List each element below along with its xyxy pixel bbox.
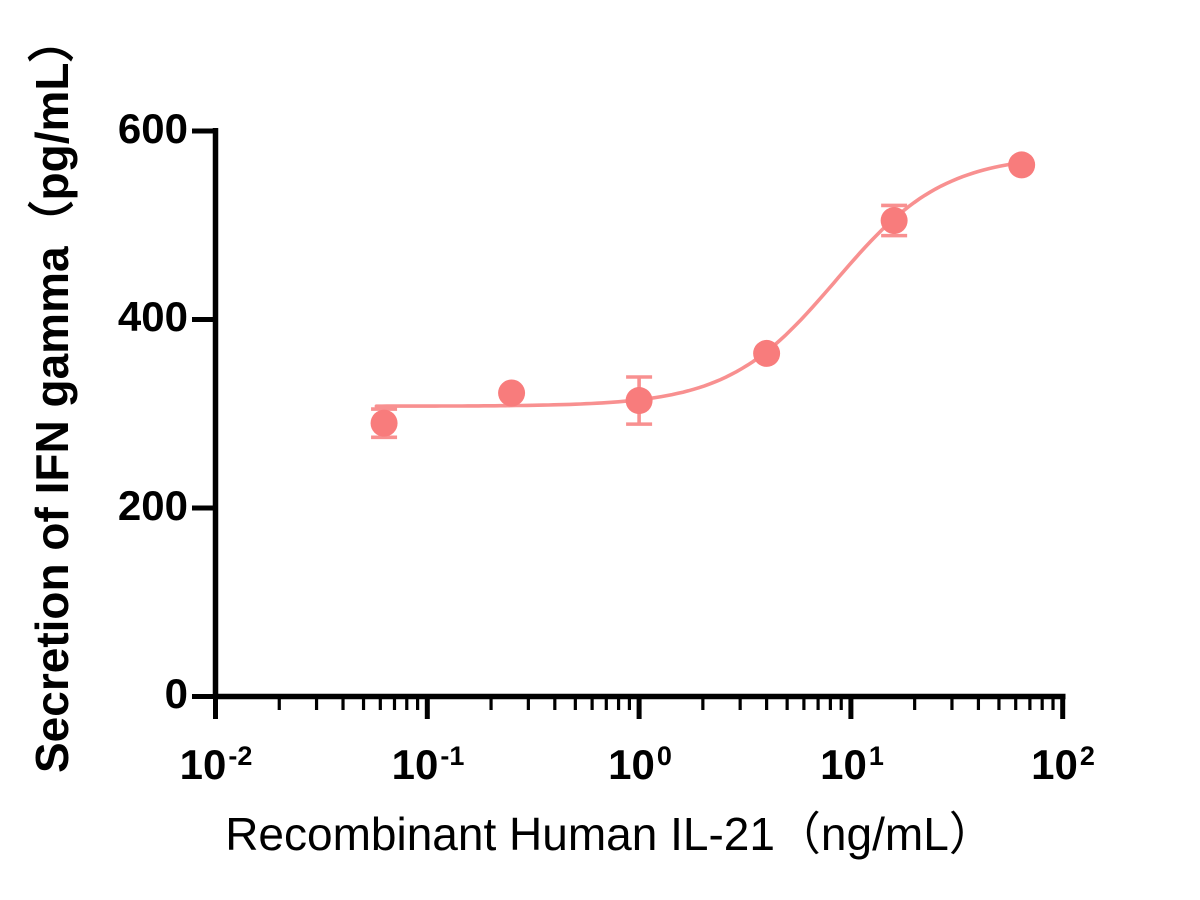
x-tick-base: 10 [179, 741, 227, 788]
data-point [498, 379, 526, 407]
x-tick-label-1e0: 100 [560, 733, 720, 788]
x-tick-exponent: -1 [440, 741, 465, 771]
x-tick-base: 10 [820, 741, 867, 788]
data-point [1008, 151, 1036, 179]
data-points [370, 151, 1036, 437]
fit-curve [374, 160, 1024, 408]
x-tick-exponent: 2 [1079, 741, 1095, 771]
data-point [753, 339, 781, 367]
x-tick-label-1e-2: 10-2 [136, 733, 296, 788]
x-tick-base: 10 [608, 741, 655, 788]
y-axis-title: Secretion of IFN gamma（pg/mL） [26, 16, 78, 773]
x-tick-base: 10 [391, 741, 439, 788]
x-tick-exponent: 0 [656, 741, 672, 771]
y-tick-label-400: 400 [117, 293, 188, 340]
data-point [880, 207, 908, 235]
y-tick-label-0: 0 [164, 670, 188, 717]
y-tick-label-600: 600 [117, 105, 188, 152]
data-point [370, 409, 398, 437]
x-tick-label-1e2: 102 [983, 733, 1143, 788]
x-axis-title: Recombinant Human IL-21（ng/mL） [225, 808, 995, 860]
x-tick-exponent: -2 [228, 741, 253, 771]
x-tick-label-1e-1: 10-1 [348, 733, 508, 788]
axes [192, 128, 1066, 719]
x-tick-exponent: 1 [868, 741, 884, 771]
data-point [625, 387, 653, 415]
x-tick-base: 10 [1031, 741, 1078, 788]
y-tick-label-200: 200 [117, 482, 188, 529]
x-tick-label-1e1: 101 [772, 733, 932, 788]
